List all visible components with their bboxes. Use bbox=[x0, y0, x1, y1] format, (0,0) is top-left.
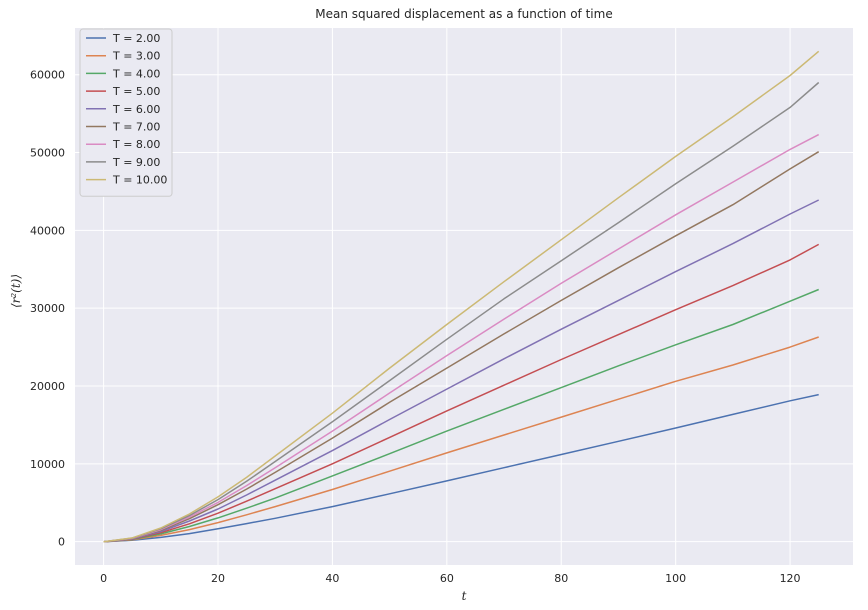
series-line-7 bbox=[103, 133, 820, 543]
series-line-2 bbox=[103, 336, 819, 543]
x-tick-label: 40 bbox=[325, 572, 339, 585]
y-tick-label: 60000 bbox=[30, 69, 65, 82]
series-line-1 bbox=[103, 393, 819, 543]
legend-entry: T = 7.00 bbox=[112, 121, 160, 134]
legend-entry: T = 8.00 bbox=[112, 138, 160, 151]
x-tick-label: 60 bbox=[440, 572, 454, 585]
x-tick-label: 120 bbox=[780, 572, 801, 585]
series-line-6 bbox=[103, 151, 820, 543]
legend-entry: T = 5.00 bbox=[112, 85, 160, 98]
series-line-9 bbox=[103, 50, 820, 543]
x-axis-label: t bbox=[462, 589, 467, 603]
x-tick-label: 80 bbox=[554, 572, 568, 585]
plot-area bbox=[75, 28, 853, 565]
x-tick-label: 100 bbox=[665, 572, 686, 585]
legend-entry: T = 3.00 bbox=[112, 50, 160, 63]
legend-box bbox=[79, 28, 173, 197]
x-tick-label: 0 bbox=[100, 572, 107, 585]
legend-entry: T = 6.00 bbox=[112, 103, 160, 116]
y-tick-label: 10000 bbox=[30, 458, 65, 471]
legend-entry: T = 10.00 bbox=[112, 174, 167, 187]
series-line-3 bbox=[103, 288, 819, 543]
y-tick-label: 30000 bbox=[30, 302, 65, 315]
y-tick-label: 0 bbox=[58, 536, 65, 549]
y-tick-label: 20000 bbox=[30, 380, 65, 393]
y-tick-label: 50000 bbox=[30, 147, 65, 160]
y-tick-label: 40000 bbox=[30, 224, 65, 237]
legend: T = 2.00 T = 3.00 T = 4.00 T = 5.00 T = 6.00… bbox=[79, 28, 173, 197]
series-lines bbox=[103, 50, 820, 543]
legend-entry: T = 2.00 bbox=[112, 32, 160, 45]
series-line-5 bbox=[103, 199, 820, 543]
legend-entry: T = 9.00 bbox=[112, 156, 160, 169]
y-axis-label: ⟨r²(t)⟩ bbox=[9, 274, 23, 308]
y-tick-labels: 0 10000 20000 30000 40000 50000 60000 bbox=[30, 69, 65, 549]
chart-title: Mean squared displacement as a function … bbox=[315, 7, 612, 21]
x-tick-labels: 0 20 40 60 80 100 120 bbox=[100, 572, 800, 585]
series-line-8 bbox=[103, 81, 820, 543]
x-tick-label: 20 bbox=[211, 572, 225, 585]
legend-entry: T = 4.00 bbox=[112, 67, 160, 80]
series-line-4 bbox=[103, 243, 820, 543]
